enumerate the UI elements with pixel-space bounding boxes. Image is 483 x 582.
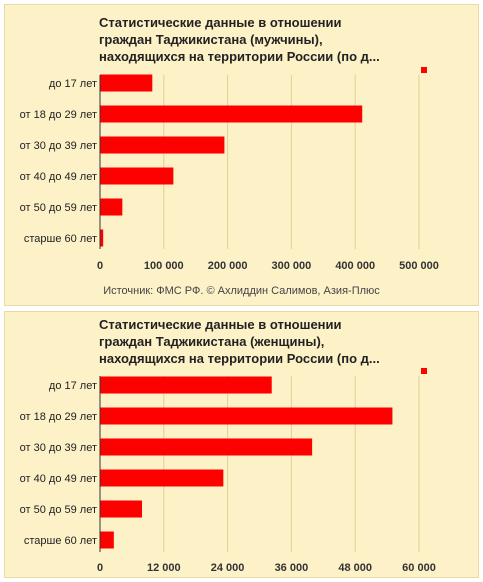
- category-label: от 50 до 59 лет: [20, 202, 97, 214]
- tick-label: 60 000: [402, 562, 436, 574]
- tick-label: 12 000: [147, 562, 181, 574]
- bar-chart-women: до 17 лет от 18 до 29 лет от 30 до 39 лет о…: [20, 368, 436, 574]
- category-label: от 50 до 59 лет: [20, 504, 97, 516]
- bar: [100, 376, 272, 394]
- bar: [100, 500, 143, 518]
- tick-label: 48 000: [338, 562, 372, 574]
- chart-panel-men: Статистические данные в отношении гражда…: [4, 4, 479, 306]
- tick-label: 36 000: [275, 562, 309, 574]
- tick-label: 100 000: [144, 260, 184, 272]
- tick-label: 500 000: [399, 260, 439, 272]
- category-label: от 40 до 49 лет: [20, 473, 97, 485]
- tick-label: 400 000: [335, 260, 375, 272]
- category-label: от 40 до 49 лет: [20, 171, 97, 183]
- category-label: от 30 до 39 лет: [20, 140, 97, 152]
- bar: [100, 407, 393, 425]
- bar: [100, 469, 224, 487]
- tick-label: 24 000: [211, 562, 245, 574]
- legend-marker: [421, 67, 427, 73]
- bar: [100, 74, 153, 92]
- chart-title-line: Статистические данные в отношении: [99, 317, 342, 332]
- chart-source: Источник: ФМС РФ. © Ахлиддин Салимов, Аз…: [103, 285, 380, 297]
- chart-title-line: граждан Таджикистана (женщины),: [99, 334, 325, 349]
- bar: [100, 136, 225, 154]
- chart-panel-women: Статистические данные в отношении гражда…: [4, 311, 479, 578]
- bar-chart-men: до 17 лет от 18 до 29 лет от 30 до 39 лет о…: [20, 67, 439, 272]
- category-label: до 17 лет: [49, 78, 97, 90]
- category-label: от 18 до 29 лет: [20, 109, 97, 121]
- bar: [100, 438, 313, 456]
- chart-title-line: находящихся на территории России (по д..…: [99, 351, 380, 366]
- bar: [100, 531, 114, 549]
- tick-label: 300 000: [272, 260, 312, 272]
- tick-label: 0: [97, 260, 103, 272]
- bar: [100, 229, 104, 247]
- bar: [100, 105, 363, 123]
- chart-title-line: граждан Таджикистана (мужчины),: [99, 32, 323, 47]
- chart-title-line: находящихся на территории России (по д..…: [99, 49, 380, 64]
- bar: [100, 198, 123, 216]
- category-label: от 30 до 39 лет: [20, 442, 97, 454]
- category-label: до 17 лет: [49, 380, 97, 392]
- legend-marker: [421, 368, 427, 374]
- chart-title: Статистические данные в отношении гражда…: [99, 316, 429, 367]
- chart-title-line: Статистические данные в отношении: [99, 15, 342, 30]
- category-label: старше 60 лет: [24, 233, 97, 245]
- tick-label: 0: [97, 562, 103, 574]
- bar: [100, 167, 174, 185]
- chart-title: Статистические данные в отношении гражда…: [99, 14, 429, 65]
- category-label: старше 60 лет: [24, 535, 97, 547]
- category-label: от 18 до 29 лет: [20, 411, 97, 423]
- tick-label: 200 000: [208, 260, 248, 272]
